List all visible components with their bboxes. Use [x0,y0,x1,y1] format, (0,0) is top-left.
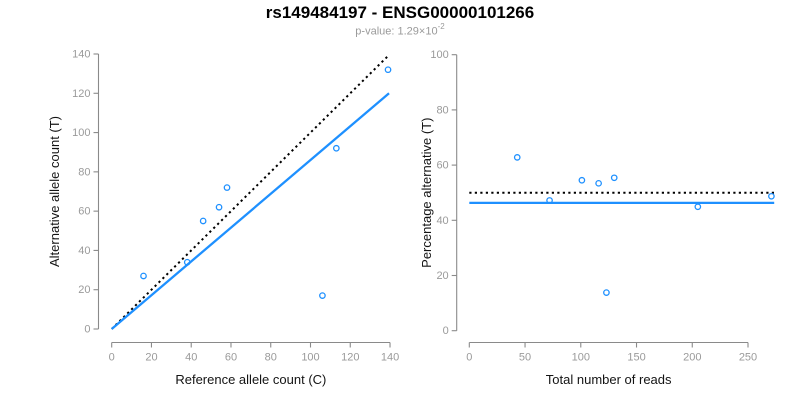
fit-line [110,92,390,330]
y-tick-label: 80 [78,166,90,178]
figure-title: rs149484197 - ENSG00000101266 [265,3,535,22]
y-tick-label: 140 [72,48,90,60]
x-tick-label: 0 [466,352,472,364]
allele-counts-plot: 0 20 40 60 80 100 120 140 0 20 40 60 80 100 120 140 Refe… [47,48,399,387]
y-tick-label: 80 [436,104,448,116]
y-tick-label: 0 [84,324,90,336]
y-axis-title: Alternative allele count (T) [47,116,62,267]
pvalue-text: p-value: 1.29×10 [355,25,438,38]
data-point [694,203,702,211]
x-tick-label: 60 [225,352,237,364]
data-point [319,292,326,299]
x-tick-label: 100 [301,352,319,364]
data-point [215,203,223,211]
x-tick-label: 20 [145,352,157,364]
y-axis-title: Percentage alternative (T) [419,118,434,268]
x-tick-label: 40 [185,352,197,364]
x-tick-label: 250 [739,352,757,364]
y-tick-label: 120 [72,88,90,100]
x-tick-label: 80 [265,352,277,364]
pvalue-subtitle: p-value: 1.29×10-2 [0,22,800,38]
y-tick-label: 40 [436,215,448,227]
y-tick-label: 20 [78,284,90,296]
data-point [610,174,618,182]
x-axis-title: Total number of reads [546,372,672,387]
data-point [384,66,392,74]
data-point [768,192,775,200]
pvalue-exponent: -2 [437,22,445,31]
x-tick-label: 50 [519,352,531,364]
data-point [183,258,191,266]
x-tick-label: 100 [572,352,590,364]
x-tick-label: 0 [109,352,115,364]
data-point [578,176,586,184]
identity-line [110,54,390,330]
data-point [140,272,147,280]
y-tick-label: 60 [78,206,90,218]
data-point [513,154,521,161]
x-axis-title: Reference allele count (C) [175,372,326,387]
x-tick-label: 120 [341,352,359,364]
y-tick-label: 100 [72,127,90,139]
y-tick-label: 100 [430,49,448,61]
data-point [332,144,340,152]
y-tick-label: 60 [436,160,448,172]
data-point [223,184,231,191]
data-point [199,217,207,225]
data-point [603,289,610,296]
x-tick-label: 150 [627,352,645,364]
data-point [546,197,553,204]
percentage-vs-reads-plot: 0 20 40 60 80 100 0 50 100 150 200 250 Total number … [419,49,775,387]
y-tick-label: 0 [443,325,449,337]
y-tick-label: 20 [436,270,448,282]
data-point [595,179,602,187]
x-tick-label: 140 [381,352,399,364]
y-tick-label: 40 [78,245,90,257]
x-tick-label: 200 [683,352,701,364]
